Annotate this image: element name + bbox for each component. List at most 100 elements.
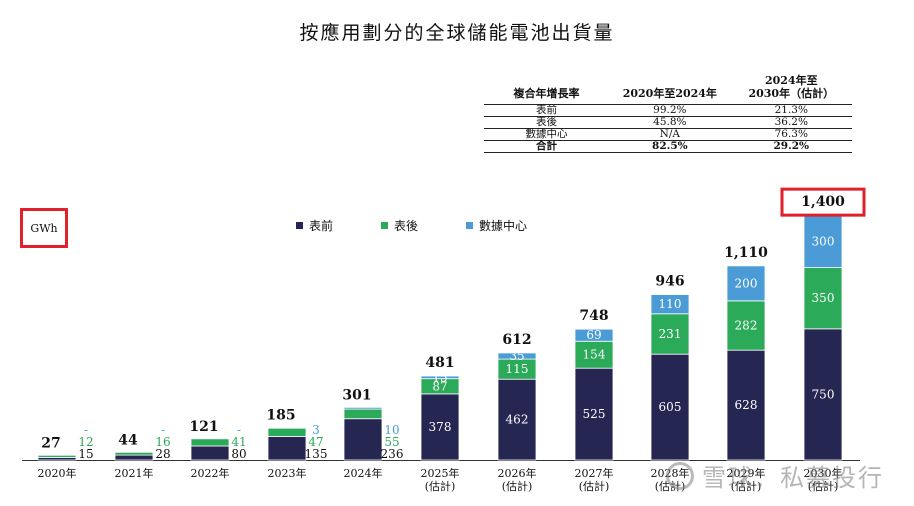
x-tick-label: 2024年 (344, 466, 383, 480)
chart-legend: 表前 表後 數據中心 (296, 217, 575, 234)
bar-value-label: 12 (78, 435, 93, 449)
cagr-cell: 表後 (484, 116, 610, 129)
bar-value-label: 35 (509, 349, 524, 363)
unit-label-box: GWh (20, 208, 68, 248)
legend-item-behind: 表後 (381, 217, 418, 234)
bar-value-label: - (237, 423, 241, 437)
bar-segment-front (114, 454, 154, 461)
cagr-header-metric: 複合年增長率 (484, 72, 610, 105)
bar-value-label: 10 (384, 423, 399, 437)
watermark: 雪球：私募投行 (666, 458, 884, 493)
bar-value-label: 3 (312, 423, 320, 437)
bar-value-label: 41 (231, 435, 246, 449)
bar-value-label: 628 (735, 398, 758, 412)
x-tick-label: 2027年 (575, 466, 614, 480)
unit-label: GWh (30, 221, 58, 235)
x-tick-label: (估計) (425, 479, 456, 493)
cagr-row-front: 表前 99.2% 21.3% (484, 104, 852, 117)
bar-segment-front (803, 328, 843, 461)
cagr-cell: 29.2% (730, 140, 852, 153)
cagr-cell: 36.2% (730, 116, 852, 129)
bar-value-label: 15 (78, 447, 93, 461)
bar-segment-behind (343, 408, 383, 420)
bar-value-label: 115 (506, 362, 529, 376)
x-tick-label: (估計) (731, 479, 762, 493)
bar-total-label: 121 (189, 419, 218, 435)
bar-value-label: 15 (432, 370, 447, 384)
bar-value-label: 47 (308, 435, 323, 449)
bar-total-label: 612 (502, 332, 531, 348)
bar-value-label: 154 (583, 348, 606, 362)
cagr-header-period2: 2024年至 2030年（估計） (730, 72, 852, 105)
x-tick-label: 2029年 (727, 466, 766, 480)
x-tick-label: (估計) (579, 479, 610, 493)
bar-segment-behind (650, 313, 690, 355)
watermark-logo-icon (666, 461, 694, 490)
cagr-cell: 合計 (484, 140, 610, 153)
legend-swatch-datacenter (466, 222, 474, 229)
cagr-cell: 數據中心 (484, 128, 610, 141)
legend-item-datacenter: 數據中心 (466, 217, 527, 234)
x-tick-label: 2025年 (421, 466, 460, 480)
bar-value-label: 605 (659, 400, 682, 414)
bar-total-label: 1,110 (724, 245, 768, 261)
bar-value-label: 80 (231, 447, 246, 461)
bar-segment-front (574, 367, 614, 461)
bar-total-label: 185 (266, 408, 295, 424)
total-highlight-box (780, 187, 866, 217)
bar-segment-datacenter (650, 294, 690, 315)
cagr-table: 複合年增長率 2020年至2024年 2024年至 2030年（估計） 表前 9… (484, 72, 852, 153)
bar-segment-behind (37, 454, 77, 458)
bar-value-label: 236 (381, 447, 404, 461)
x-tick-label: 2020年 (38, 466, 77, 480)
bar-total-label: 1,400 (801, 194, 845, 210)
bar-value-label: 231 (659, 327, 682, 341)
bar-segment-front (726, 349, 766, 461)
bar-segment-datacenter (267, 427, 307, 429)
bar-segment-behind (726, 300, 766, 351)
x-tick-label: (估計) (808, 479, 839, 493)
bar-value-label: - (161, 423, 165, 437)
x-tick-label: 2023年 (268, 466, 307, 480)
bar-value-label: 200 (735, 276, 758, 290)
bar-segment-datacenter (497, 352, 537, 360)
x-tick-label: 2021年 (115, 466, 154, 480)
bar-total-label: 301 (342, 387, 371, 403)
x-tick-label: 2026年 (498, 466, 537, 480)
cagr-cell: 21.3% (730, 104, 852, 117)
x-tick-label: (估計) (502, 479, 533, 493)
bar-value-label: 110 (659, 297, 682, 311)
bar-segment-datacenter (726, 265, 766, 302)
cagr-row-total: 合計 82.5% 29.2% (484, 140, 852, 153)
legend-label-front: 表前 (309, 219, 334, 233)
watermark-text: 雪球：私募投行 (702, 464, 884, 492)
legend-label-behind: 表後 (394, 219, 419, 233)
bar-segment-datacenter (574, 328, 614, 342)
bar-value-label: 55 (384, 435, 399, 449)
bar-total-label: 748 (579, 308, 608, 324)
bar-total-label: 27 (41, 435, 60, 451)
bar-value-label: 750 (812, 387, 835, 401)
cagr-cell: N/A (609, 128, 731, 141)
cagr-cell: 76.3% (730, 128, 852, 141)
legend-label-datacenter: 數據中心 (479, 219, 528, 233)
bar-segment-datacenter (343, 406, 383, 410)
chart-title: 按應用劃分的全球儲能電池出貨量 (299, 22, 615, 44)
bar-total-label: 44 (118, 432, 138, 448)
bar-total-label: 481 (425, 355, 454, 371)
bar-value-label: 87 (432, 379, 447, 393)
bar-segment-datacenter (803, 214, 843, 269)
cagr-header-row: 複合年增長率 2020年至2024年 2024年至 2030年（估計） (484, 72, 852, 105)
legend-swatch-behind (381, 222, 389, 229)
bar-value-label: 135 (305, 447, 328, 461)
bar-segment-front (190, 445, 230, 461)
bar-value-label: 69 (586, 328, 601, 342)
legend-swatch-front (296, 222, 303, 229)
cagr-row-behind: 表後 45.8% 36.2% (484, 116, 852, 129)
bar-value-label: 16 (155, 435, 170, 449)
bar-segment-behind (114, 451, 154, 456)
bar-segment-behind (803, 267, 843, 330)
bar-value-label: - (84, 423, 88, 437)
cagr-cell: 45.8% (609, 116, 731, 129)
legend-item-front: 表前 (296, 217, 333, 234)
